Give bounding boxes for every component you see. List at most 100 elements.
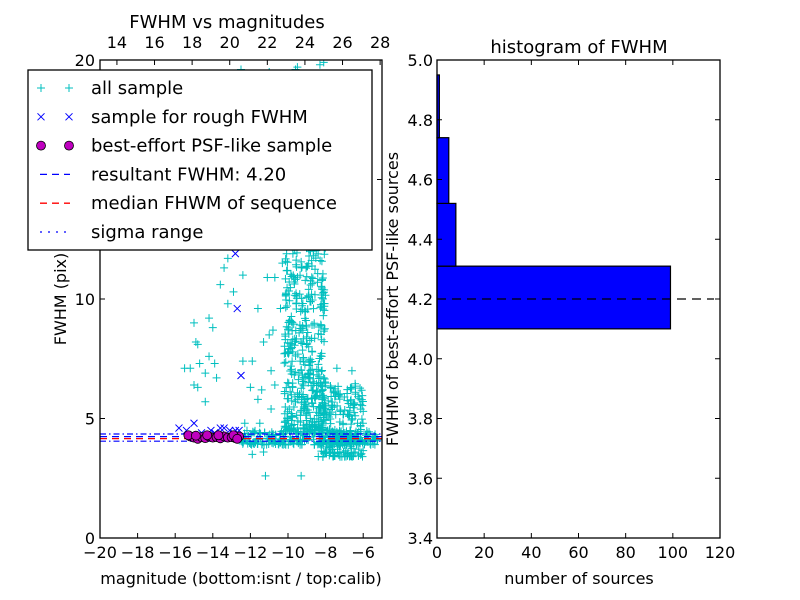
legend-entry: resultant FWHM: 4.20: [40, 164, 286, 185]
legend-label: best-effort PSF-like sample: [91, 136, 332, 157]
all-sample-point: [253, 304, 262, 313]
all-sample-point: [353, 419, 362, 428]
all-sample-point: [311, 254, 320, 263]
all-sample-point: [248, 450, 257, 459]
all-sample-point: [316, 256, 325, 265]
x-tick-label: 120: [705, 543, 736, 562]
x-tick-label: −8: [314, 543, 338, 562]
all-sample-point: [370, 433, 379, 442]
all-sample-point: [326, 419, 335, 428]
all-sample-point: [331, 433, 340, 442]
all-sample-point: [287, 396, 296, 405]
all-sample-point: [310, 393, 319, 402]
all-sample-point: [347, 366, 356, 375]
all-sample-point: [292, 304, 301, 313]
psf-sample-point: [213, 430, 224, 441]
scatter-title: FWHM vs magnitudes: [129, 12, 324, 33]
scatter-y-label: FWHM (pix): [51, 253, 70, 346]
all-sample-point: [326, 405, 335, 414]
all-sample-point: [357, 386, 366, 395]
all-sample-point: [319, 327, 328, 336]
all-sample-point: [336, 389, 345, 398]
legend-circle-icon: [64, 140, 74, 151]
all-sample-point: [283, 416, 292, 425]
all-sample-point: [318, 274, 327, 283]
all-sample-point: [315, 60, 324, 69]
all-sample-point: [317, 425, 326, 434]
all-sample-point: [295, 390, 304, 399]
all-sample-point: [347, 383, 356, 392]
all-sample-point: [357, 415, 366, 424]
all-sample-point: [298, 392, 307, 401]
all-sample-point: [304, 285, 313, 294]
all-sample-point: [293, 350, 302, 359]
rough-sample-point: [220, 424, 228, 432]
histogram-bar: [436, 202, 457, 267]
all-sample-point: [247, 440, 256, 449]
all-sample-point: [267, 404, 276, 413]
all-sample-point: [293, 423, 302, 432]
y-tick-label: 4.4: [408, 230, 433, 249]
all-sample-point: [223, 254, 232, 263]
all-sample-point: [283, 407, 292, 416]
all-sample-point: [347, 420, 356, 429]
all-sample-point: [318, 275, 327, 284]
all-sample-point: [308, 386, 317, 395]
all-sample-point: [308, 357, 317, 366]
all-sample-point: [340, 441, 349, 450]
all-sample-point: [314, 374, 323, 383]
all-sample-point: [283, 378, 292, 387]
all-sample-point: [326, 383, 335, 392]
all-sample-point: [305, 422, 314, 431]
legend-label: resultant FWHM: 4.20: [91, 164, 286, 185]
all-sample-point: [282, 383, 291, 392]
all-sample-point: [335, 448, 344, 457]
scatter-x-ticks: −20 −18 −16 −14 −12 −10 −8 −6: [83, 533, 375, 562]
all-sample-point: [193, 340, 202, 349]
all-sample-point: [251, 426, 260, 435]
y-tick-label: 3.4: [408, 529, 433, 548]
y-tick-label: 4.2: [408, 290, 433, 309]
x-tick-label: 0: [432, 543, 442, 562]
x-tick-label: −20: [83, 543, 117, 562]
all-sample-point: [297, 263, 306, 272]
legend-circle-icon: [36, 140, 46, 151]
all-sample-point: [302, 333, 311, 342]
all-sample-point: [306, 280, 315, 289]
all-sample-point: [298, 321, 307, 330]
all-sample-point: [292, 262, 301, 271]
top-x-tick-label: 14: [107, 33, 127, 52]
all-sample-point: [265, 330, 274, 339]
all-sample-point: [286, 362, 295, 371]
all-sample-point: [292, 411, 301, 420]
all-sample-point: [201, 369, 210, 378]
all-sample-point: [317, 321, 326, 330]
all-sample-point: [366, 440, 375, 449]
all-sample-point: [340, 405, 349, 414]
all-sample-point: [349, 400, 358, 409]
all-sample-point: [280, 342, 289, 351]
all-sample-point: [322, 449, 331, 458]
all-sample-point: [310, 440, 319, 449]
all-sample-point: [320, 299, 329, 308]
all-sample-point: [255, 419, 264, 428]
all-sample-point: [288, 326, 297, 335]
all-sample-point: [301, 400, 310, 409]
top-x-tick-label: 28: [370, 33, 390, 52]
all-sample-point: [260, 440, 269, 449]
all-sample-point: [281, 254, 290, 263]
x-tick-label: −16: [158, 543, 192, 562]
all-sample-point: [285, 296, 294, 305]
all-sample-point: [281, 358, 290, 367]
all-sample-point: [332, 364, 341, 373]
all-sample-point: [287, 435, 296, 444]
all-sample-point: [238, 271, 247, 280]
legend-x-icon: [37, 112, 45, 121]
all-sample-point: [317, 290, 326, 299]
x-tick-label: 20: [474, 543, 494, 562]
all-sample-point: [307, 334, 316, 343]
all-sample-point: [339, 410, 348, 419]
y-tick-label: 4.8: [408, 111, 433, 130]
all-sample-point: [346, 436, 355, 445]
